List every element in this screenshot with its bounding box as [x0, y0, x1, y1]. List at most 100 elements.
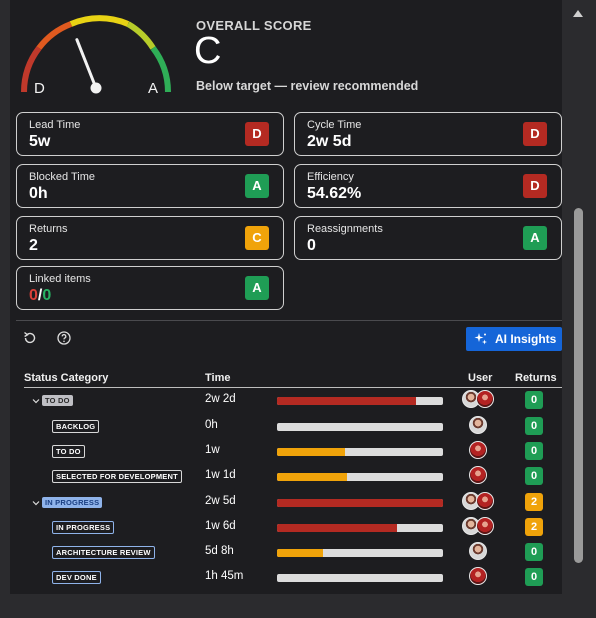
status-tag: IN PROGRESS: [52, 521, 115, 534]
metric-value: 5w: [29, 133, 51, 150]
metric-label: Blocked Time: [29, 171, 96, 183]
metric-card-blocked-time: Blocked Time 0h A: [16, 164, 284, 208]
table-group-row[interactable]: IN PROGRESS 2w 5d 2: [10, 491, 562, 516]
returns-badge: 0: [525, 568, 543, 586]
avatar[interactable]: [476, 492, 494, 510]
table-row: DEV DONE 1h 45m 0: [10, 566, 562, 591]
avatar[interactable]: [469, 542, 487, 560]
metric-card-cycle-time: Cycle Time 2w 5d D: [294, 112, 562, 156]
status-tag: DEV DONE: [52, 571, 101, 584]
table-row: ARCHITECTURE REVIEW 5d 8h 0: [10, 541, 562, 566]
table-row: SELECTED FOR DEVELOPMENT 1w 1d 0: [10, 465, 562, 490]
gauge-pivot: [90, 82, 102, 94]
returns-badge: 0: [525, 417, 543, 435]
time-bar-fill: [277, 473, 347, 481]
status-tag: BACKLOG: [52, 420, 100, 433]
ai-insights-label: AI Insights: [495, 332, 557, 346]
time-bar-fill: [277, 524, 397, 532]
time-bar: [277, 499, 443, 507]
metric-card-efficiency: Efficiency 54.62% D: [294, 164, 562, 208]
time-bar: [277, 524, 443, 532]
grade-badge: D: [523, 174, 547, 198]
overall-score-grade: C: [194, 30, 222, 72]
metric-value: 2: [29, 237, 38, 254]
scrollbar[interactable]: [568, 0, 590, 606]
avatar[interactable]: [469, 567, 487, 585]
time-bar: [277, 423, 443, 431]
time-bar-fill: [277, 549, 324, 557]
column-header-user: User: [468, 372, 493, 384]
grade-badge: D: [523, 122, 547, 146]
time-bar: [277, 448, 443, 456]
linked-items-green-count: 0: [42, 287, 52, 304]
time-value: 2w 2d: [205, 393, 236, 405]
grade-badge: D: [245, 122, 269, 146]
returns-badge: 0: [525, 543, 543, 561]
status-tag: ARCHITECTURE REVIEW: [52, 546, 155, 559]
section-divider: [16, 320, 562, 321]
linked-items-separator: /: [37, 287, 43, 304]
metric-card-reassignments: Reassignments 0 A: [294, 216, 562, 260]
returns-badge: 2: [525, 493, 543, 511]
time-bar: [277, 574, 443, 582]
grade-badge: C: [245, 226, 269, 250]
metric-value: 54.62%: [307, 185, 362, 202]
time-value: 1w: [205, 444, 220, 456]
chevron-down-icon[interactable]: [32, 397, 40, 405]
time-value: 1w 6d: [205, 520, 236, 532]
status-tag: IN PROGRESS: [42, 497, 103, 508]
scroll-up-arrow-icon[interactable]: [573, 10, 583, 17]
chevron-down-icon[interactable]: [32, 499, 40, 507]
metric-card-returns: Returns 2 C: [16, 216, 284, 260]
metric-label: Efficiency: [307, 171, 354, 183]
refresh-icon[interactable]: [22, 330, 38, 346]
time-bar-fill: [277, 448, 346, 456]
gauge-low-label: D: [34, 80, 45, 96]
status-tag: SELECTED FOR DEVELOPMENT: [52, 470, 182, 483]
avatar[interactable]: [469, 441, 487, 459]
metric-value: 2w 5d: [307, 133, 352, 150]
metric-card-linked-items: Linked items 0/0 A: [16, 266, 284, 310]
overall-score-title: OVERALL SCORE: [196, 18, 312, 33]
returns-badge: 0: [525, 467, 543, 485]
avatar[interactable]: [469, 466, 487, 484]
metric-value: 0/0: [29, 287, 51, 305]
avatar[interactable]: [476, 390, 494, 408]
returns-badge: 0: [525, 442, 543, 460]
time-value: 1w 1d: [205, 469, 236, 481]
time-value: 5d 8h: [205, 545, 234, 557]
overall-score-subtitle: Below target — review recommended: [196, 79, 419, 93]
time-value: 0h: [205, 419, 218, 431]
linked-items-red-count: 0: [29, 287, 38, 304]
column-header-returns: Returns: [515, 372, 557, 384]
time-value: 2w 5d: [205, 495, 236, 507]
table-group-row[interactable]: TO DO 2w 2d 0: [10, 389, 562, 414]
metric-label: Linked items: [29, 273, 91, 285]
grade-badge: A: [523, 226, 547, 250]
column-header-status: Status Category: [24, 372, 109, 384]
time-bar-fill: [277, 397, 417, 405]
help-icon[interactable]: [56, 330, 72, 346]
time-bar-fill: [277, 499, 443, 507]
metric-card-lead-time: Lead Time 5w D: [16, 112, 284, 156]
metric-label: Cycle Time: [307, 119, 362, 131]
status-tag: TO DO: [52, 445, 85, 458]
score-gauge: D A: [21, 15, 171, 96]
time-bar: [277, 397, 443, 405]
gauge-high-label: A: [148, 80, 158, 96]
returns-badge: 2: [525, 518, 543, 536]
column-header-time: Time: [205, 372, 231, 384]
grade-badge: A: [245, 276, 269, 300]
table-row: TO DO 1w 0: [10, 440, 562, 465]
scrollbar-thumb[interactable]: [574, 208, 583, 563]
gauge-needle: [75, 38, 98, 90]
metric-value: 0h: [29, 185, 48, 202]
grade-badge: A: [245, 174, 269, 198]
avatar[interactable]: [476, 517, 494, 535]
time-value: 1h 45m: [205, 570, 244, 582]
avatar[interactable]: [469, 416, 487, 434]
time-bar: [277, 549, 443, 557]
scorecard-panel: D A OVERALL SCORE C Below target — revie…: [10, 0, 562, 594]
metric-label: Returns: [29, 223, 68, 235]
ai-insights-button[interactable]: AI Insights: [466, 327, 562, 351]
